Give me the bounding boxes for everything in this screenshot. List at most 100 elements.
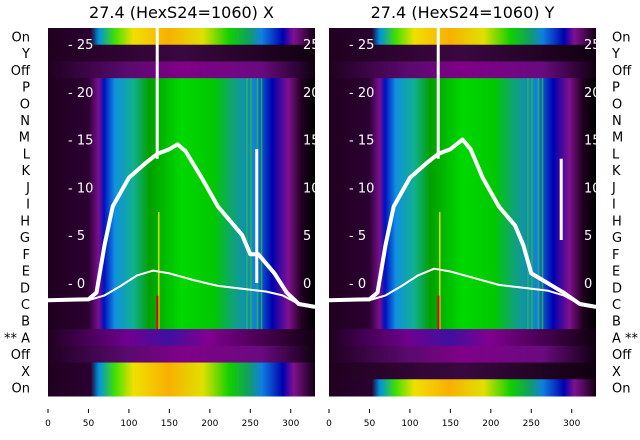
- overlay-ytick-label: - 15: [349, 134, 374, 149]
- row-label: On: [612, 30, 630, 45]
- overlay-ytick-label-right: 5: [303, 229, 311, 244]
- streak: [527, 78, 529, 330]
- row-label: J: [611, 181, 616, 196]
- streak: [250, 78, 252, 330]
- row-label: Y: [21, 47, 30, 62]
- heatmap-row: [329, 362, 596, 380]
- row-label: N: [612, 114, 622, 129]
- row-label: Off: [11, 64, 31, 79]
- overlay-ytick-label-right: 5: [584, 229, 592, 244]
- row-label: On: [12, 382, 30, 397]
- heatmap-row: [48, 111, 315, 129]
- row-label: M: [19, 131, 30, 146]
- heatmap-row: [48, 345, 315, 364]
- row-label: ** A: [4, 331, 30, 346]
- row-label: F: [612, 248, 619, 263]
- heatmap-panel-0: 27.4 (HexS24=1060) X On Y Off PONMLKJIHGFEDC…: [4, 3, 320, 429]
- row-label: N: [20, 114, 30, 129]
- overlay-ytick-label-right: 20: [584, 86, 601, 101]
- overlay-ytick-label-right: 0: [303, 277, 311, 292]
- heatmap-row: [329, 145, 596, 163]
- xtick-label: 0: [45, 419, 51, 429]
- heatmap-row: [48, 161, 315, 180]
- xtick-label: 300: [282, 419, 299, 429]
- heatmap-row: [329, 111, 596, 129]
- row-label: Off: [11, 348, 31, 363]
- heatmap-row: [329, 78, 596, 96]
- row-label: On: [12, 30, 30, 45]
- row-label: C: [21, 298, 30, 313]
- heatmap-row: [48, 94, 315, 113]
- heatmap-row: [48, 245, 315, 263]
- heatmap-row: [48, 312, 315, 330]
- chart-title: 27.4 (HexS24=1060) X: [89, 3, 274, 22]
- overlay-ytick-label: - 15: [68, 134, 93, 149]
- row-label: D: [20, 281, 30, 296]
- series-line-thick: [328, 137, 597, 309]
- xtick-label: 250: [523, 419, 540, 429]
- heatmap-row: [329, 61, 596, 79]
- heatmap-row: [329, 161, 596, 180]
- overlay-ytick-label-right: 0: [584, 277, 592, 292]
- xtick-label: 150: [442, 419, 459, 429]
- heatmap-row: [329, 195, 596, 213]
- overlay-ytick-label: - 20: [68, 86, 93, 101]
- heatmap-row: [48, 28, 315, 46]
- series-line-thin: [329, 267, 597, 308]
- heatmap-row: [48, 362, 315, 380]
- streak: [437, 295, 440, 330]
- heatmap-row: [48, 61, 315, 79]
- heatmap-row: [48, 195, 315, 213]
- row-label: J: [25, 181, 30, 196]
- row-label: L: [612, 147, 620, 162]
- heatmap-row: [329, 44, 596, 62]
- heatmap-row: [329, 178, 596, 196]
- heatmap-row: [329, 262, 596, 280]
- heatmap-row: [48, 278, 315, 297]
- row-label: E: [22, 265, 30, 280]
- xtick-label: 50: [364, 419, 376, 429]
- row-label: M: [612, 131, 623, 146]
- row-label: I: [612, 198, 616, 213]
- xtick-label: 50: [83, 419, 95, 429]
- series-line-thick: [47, 142, 316, 309]
- overlay-ytick-label: - 5: [68, 229, 85, 244]
- heatmap-row: [329, 245, 596, 263]
- heatmap-row: [48, 295, 315, 313]
- row-label: On: [612, 382, 630, 397]
- row-label: X: [21, 365, 30, 380]
- heatmap-row: [48, 379, 315, 397]
- streak: [156, 295, 159, 330]
- overlay-ytick-label: - 0: [68, 277, 85, 292]
- streak: [531, 78, 533, 330]
- overlay-ytick-label: - 0: [349, 277, 366, 292]
- row-label: A **: [612, 331, 639, 346]
- overlay-ytick-label-right: 25: [584, 38, 601, 53]
- streak: [260, 78, 263, 330]
- xtick-label: 200: [201, 419, 218, 429]
- row-label: E: [612, 265, 620, 280]
- xtick-label: 300: [563, 419, 580, 429]
- heatmap-row: [48, 145, 315, 163]
- heatmap-row: [48, 78, 315, 96]
- heatmap-row: [329, 28, 596, 46]
- xtick-label: 0: [326, 419, 332, 429]
- row-label: G: [612, 231, 622, 246]
- heatmap-row: [329, 94, 596, 113]
- xtick-label: 250: [242, 419, 259, 429]
- streak: [541, 78, 544, 330]
- row-label: Off: [612, 64, 632, 79]
- heatmap-row: [48, 44, 315, 62]
- row-label: B: [21, 315, 30, 330]
- overlay-ytick-label: - 10: [349, 181, 374, 196]
- overlay-ytick-label: - 10: [68, 181, 93, 196]
- overlay-ytick-label: - 20: [349, 86, 374, 101]
- overlay-ytick-label: - 5: [349, 229, 366, 244]
- row-label: K: [21, 164, 30, 179]
- heatmap-panel-1: 27.4 (HexS24=1060) Y On Y Off PONMLKJIHGFEDC…: [326, 3, 638, 429]
- heatmap-row: [329, 128, 596, 146]
- heatmap-row: [329, 345, 596, 364]
- xtick-label: 100: [401, 419, 418, 429]
- streak: [537, 78, 540, 330]
